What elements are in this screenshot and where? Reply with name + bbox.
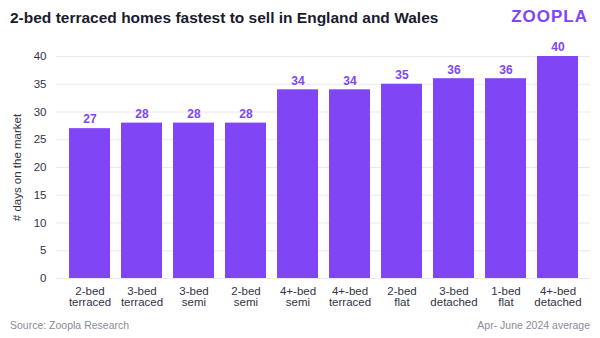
- svg-text:3-bedsemi: 3-bedsemi: [179, 285, 208, 309]
- html-text:Apr- June 2024 average: Apr- June 2024 average: [477, 319, 590, 331]
- svg-text:15: 15: [34, 189, 47, 201]
- svg-text:5: 5: [40, 244, 46, 256]
- svg-text:3-beddetached: 3-beddetached: [430, 285, 477, 309]
- svg-text:10: 10: [34, 217, 47, 229]
- svg-text:40: 40: [551, 40, 565, 54]
- html-text:Source: Zoopla Research: Source: Zoopla Research: [10, 319, 130, 331]
- svg-text:20: 20: [34, 161, 47, 173]
- svg-text:28: 28: [135, 107, 149, 121]
- html-text:2-bed terraced homes fastest t: 2-bed terraced homes fastest to sell in …: [10, 9, 439, 26]
- html-text:ZOOPLA: ZOOPLA: [511, 7, 588, 26]
- svg-text:34: 34: [343, 74, 357, 88]
- svg-text:30: 30: [34, 106, 47, 118]
- svg-text:0: 0: [40, 272, 46, 284]
- svg-text:28: 28: [187, 107, 201, 121]
- svg-text:28: 28: [239, 107, 253, 121]
- svg-text:35: 35: [34, 78, 47, 90]
- svg-text:25: 25: [34, 133, 47, 145]
- svg-text:2-bedsemi: 2-bedsemi: [231, 285, 260, 309]
- svg-text:36: 36: [447, 63, 461, 77]
- svg-text:35: 35: [395, 68, 409, 82]
- svg-text:27: 27: [83, 112, 97, 126]
- svg-text:4+-bedterraced: 4+-bedterraced: [329, 285, 371, 309]
- svg-text:4+-bedsemi: 4+-bedsemi: [280, 285, 316, 309]
- svg-text:2-bedflat: 2-bedflat: [387, 285, 416, 309]
- svg-text:34: 34: [291, 74, 305, 88]
- svg-text:3-bedterraced: 3-bedterraced: [121, 285, 163, 309]
- svg-text:36: 36: [499, 63, 513, 77]
- svg-text:2-bedterraced: 2-bedterraced: [69, 285, 111, 309]
- svg-text:4+-beddetached: 4+-beddetached: [534, 285, 581, 309]
- svg-text:# days on the market: # days on the market: [11, 113, 23, 221]
- svg-text:40: 40: [34, 50, 47, 62]
- svg-text:1-bedflat: 1-bedflat: [491, 285, 520, 309]
